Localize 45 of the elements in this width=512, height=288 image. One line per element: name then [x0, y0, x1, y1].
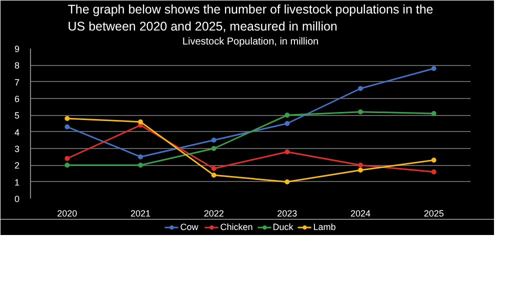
point — [284, 179, 290, 184]
legend-label: Chicken — [220, 222, 253, 232]
chart-subtitle: Livestock Population, in million — [182, 36, 319, 48]
point — [138, 154, 143, 160]
point — [211, 138, 216, 143]
chart-title: The graph below shows the number of livestock populations in the US between 2020 and 2025, measured in million — [68, 2, 434, 34]
x-tick-label: 2023 — [277, 208, 298, 218]
y-tick-label: 2 — [14, 160, 20, 171]
point — [64, 162, 70, 168]
y-tick-label: 9 — [14, 44, 20, 54]
y-tick-label: 0 — [14, 194, 20, 204]
x-tick-label: 2022 — [204, 208, 224, 218]
y-tick-label: 7 — [14, 77, 20, 88]
y-tick-label: 8 — [14, 60, 20, 71]
point — [64, 116, 70, 121]
x-tick-label: 2020 — [57, 208, 78, 218]
point — [358, 86, 363, 91]
x-tick-label: 2021 — [130, 208, 151, 218]
x-tick-label: 2025 — [424, 208, 444, 218]
point — [211, 166, 216, 171]
point — [358, 109, 363, 114]
y-tick-label: 1 — [14, 177, 20, 188]
point — [138, 162, 143, 168]
y-tick-label: 5 — [14, 110, 20, 121]
point — [284, 149, 290, 154]
legend-label: Lamb — [313, 222, 336, 232]
point — [431, 111, 436, 116]
y-tick-label: 3 — [14, 144, 20, 154]
point — [211, 146, 216, 151]
point — [431, 66, 436, 71]
point — [431, 169, 436, 174]
point — [284, 112, 290, 118]
point — [64, 124, 70, 130]
point — [431, 158, 436, 163]
point — [358, 162, 363, 168]
y-tick-label: 6 — [14, 94, 20, 104]
x-tick-label: 2024 — [350, 208, 371, 218]
y-tick-label: 4 — [14, 127, 20, 138]
legend-label: Cow — [180, 222, 200, 232]
point — [211, 172, 216, 178]
point — [64, 156, 70, 161]
point — [284, 121, 290, 126]
point — [138, 119, 143, 124]
point — [358, 168, 363, 173]
legend-label: Duck — [272, 222, 294, 232]
